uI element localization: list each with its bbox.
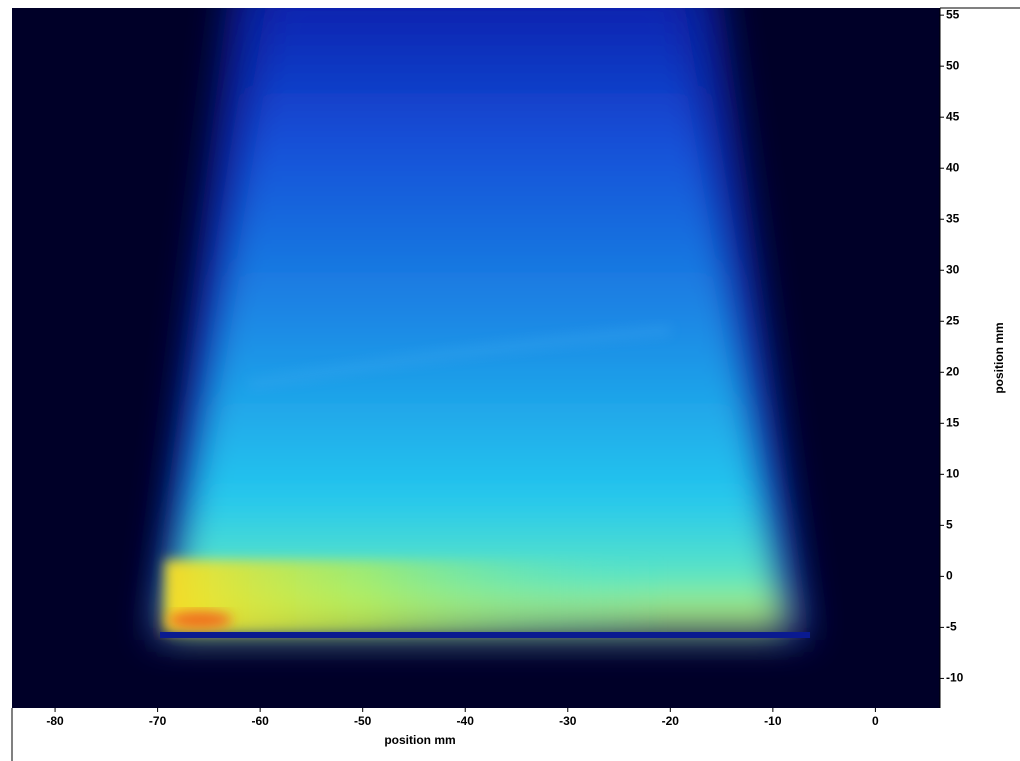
y-tick-label: 35 <box>946 211 960 225</box>
intensity-image <box>12 8 940 708</box>
y-tick-label: 15 <box>946 415 960 429</box>
y-tick-label: 30 <box>946 262 960 276</box>
y-tick-label: 50 <box>946 58 960 72</box>
x-tick-label: -20 <box>662 714 680 728</box>
y-tick-label: 25 <box>946 313 960 327</box>
y-axis-label: position mm <box>992 322 1006 393</box>
y-tick-label: 55 <box>946 7 960 21</box>
y-tick-label: 45 <box>946 109 960 123</box>
x-tick-label: 0 <box>872 714 879 728</box>
y-tick-label: -10 <box>946 671 964 685</box>
x-tick-label: -50 <box>354 714 372 728</box>
x-tick-label: -30 <box>559 714 577 728</box>
streak <box>249 325 671 390</box>
y-tick-label: -5 <box>946 620 957 634</box>
edge-line <box>160 632 810 638</box>
x-tick-label: -40 <box>457 714 475 728</box>
y-tick-label: 10 <box>946 466 960 480</box>
x-tick-label: -70 <box>149 714 167 728</box>
beam <box>165 8 790 630</box>
x-axis-label: position mm <box>384 733 455 747</box>
y-tick-label: 0 <box>946 569 953 583</box>
bright-region <box>165 560 665 632</box>
x-tick-label: -80 <box>46 714 64 728</box>
x-tick-label: -10 <box>764 714 782 728</box>
hot-spot <box>168 611 232 629</box>
y-tick-label: 20 <box>946 364 960 378</box>
y-tick-label: 5 <box>946 518 953 532</box>
y-tick-label: 40 <box>946 160 960 174</box>
x-tick-label: -60 <box>251 714 269 728</box>
